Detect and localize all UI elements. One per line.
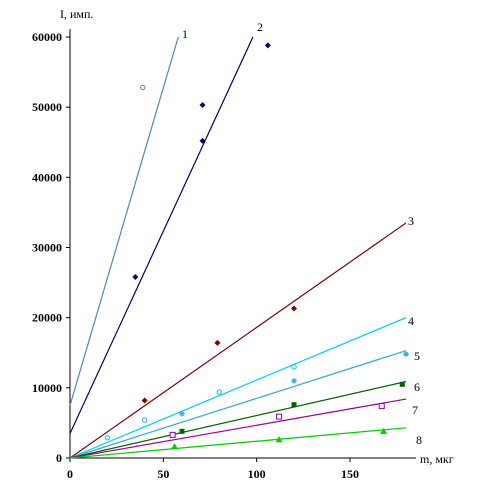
- data-point-series-2: [199, 137, 206, 144]
- y-tick-label: 10000: [32, 381, 62, 395]
- data-point-series-8: [171, 443, 179, 450]
- trend-line-series-8: [69, 427, 407, 459]
- data-point-series-3: [214, 339, 221, 346]
- data-point-series-6: [291, 402, 297, 408]
- trend-line-series-1: [69, 36, 179, 406]
- data-point-series-7: [378, 403, 385, 410]
- trend-line-series-5: [69, 350, 407, 459]
- data-point-series-2: [132, 273, 139, 280]
- series-label-5: 5: [414, 349, 420, 363]
- data-point-series-2: [264, 42, 271, 49]
- data-point-series-2: [199, 102, 206, 109]
- y-tick-label: 50000: [32, 100, 62, 114]
- x-tick-label: 100: [248, 467, 266, 481]
- data-point-series-8: [275, 436, 283, 443]
- data-point-series-3: [141, 397, 148, 404]
- data-point-series-5: [403, 351, 409, 358]
- data-point-series-5: [291, 377, 297, 384]
- x-axis-title: m, мкг: [420, 452, 454, 466]
- data-point-series-8: [380, 427, 388, 434]
- series-label-2: 2: [257, 20, 263, 34]
- data-point-series-3: [291, 305, 297, 312]
- trend-line-series-4: [69, 317, 407, 459]
- series-label-3: 3: [408, 214, 414, 228]
- trend-line-series-7: [69, 398, 407, 459]
- series-labels: 1 2 3 4 5 6 7 8: [182, 20, 422, 447]
- data-point-series-4: [291, 364, 297, 370]
- data-point-series-7: [169, 431, 176, 438]
- trend-line-series-6: [69, 380, 407, 459]
- data-point-series-4: [104, 434, 111, 441]
- y-tick-label: 20000: [32, 311, 62, 325]
- series-label-1: 1: [182, 27, 188, 41]
- data-point-series-4: [216, 389, 223, 395]
- trend-line-series-3: [69, 222, 407, 459]
- series-label-7: 7: [412, 403, 418, 417]
- data-point-series-4: [141, 417, 148, 423]
- y-axis-title: I, имп.: [60, 7, 93, 21]
- x-tick-label: 150: [341, 467, 359, 481]
- y-tick-label: 30000: [32, 241, 62, 255]
- axes: [69, 29, 416, 459]
- data-point-series-5: [179, 410, 185, 417]
- data-point-series-6: [399, 381, 405, 387]
- data-point-series-1: [140, 84, 146, 91]
- data-points: [104, 42, 409, 450]
- y-tick-label: 40000: [32, 170, 62, 184]
- y-tick-label: 60000: [32, 30, 62, 44]
- series-label-8: 8: [416, 433, 422, 447]
- series-label-6: 6: [414, 380, 420, 394]
- y-tick-label: 0: [56, 451, 62, 465]
- ticks: 0 10000 20000 30000 40000 50000 60000 0 50 100 150: [32, 30, 359, 481]
- x-tick-label: 0: [67, 467, 73, 481]
- series-label-4: 4: [408, 314, 414, 328]
- x-tick-label: 50: [157, 467, 169, 481]
- data-point-series-6: [179, 428, 185, 434]
- trend-lines: [69, 36, 407, 459]
- data-point-series-7: [276, 413, 283, 420]
- trend-line-series-2: [69, 36, 254, 434]
